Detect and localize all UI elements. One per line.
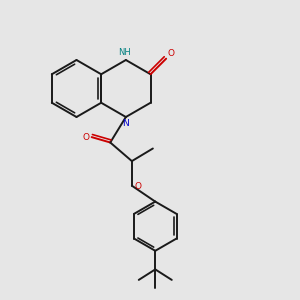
Text: O: O — [134, 182, 141, 191]
Text: O: O — [82, 133, 90, 142]
Text: NH: NH — [118, 48, 131, 57]
Text: N: N — [122, 119, 129, 128]
Text: O: O — [168, 49, 175, 58]
